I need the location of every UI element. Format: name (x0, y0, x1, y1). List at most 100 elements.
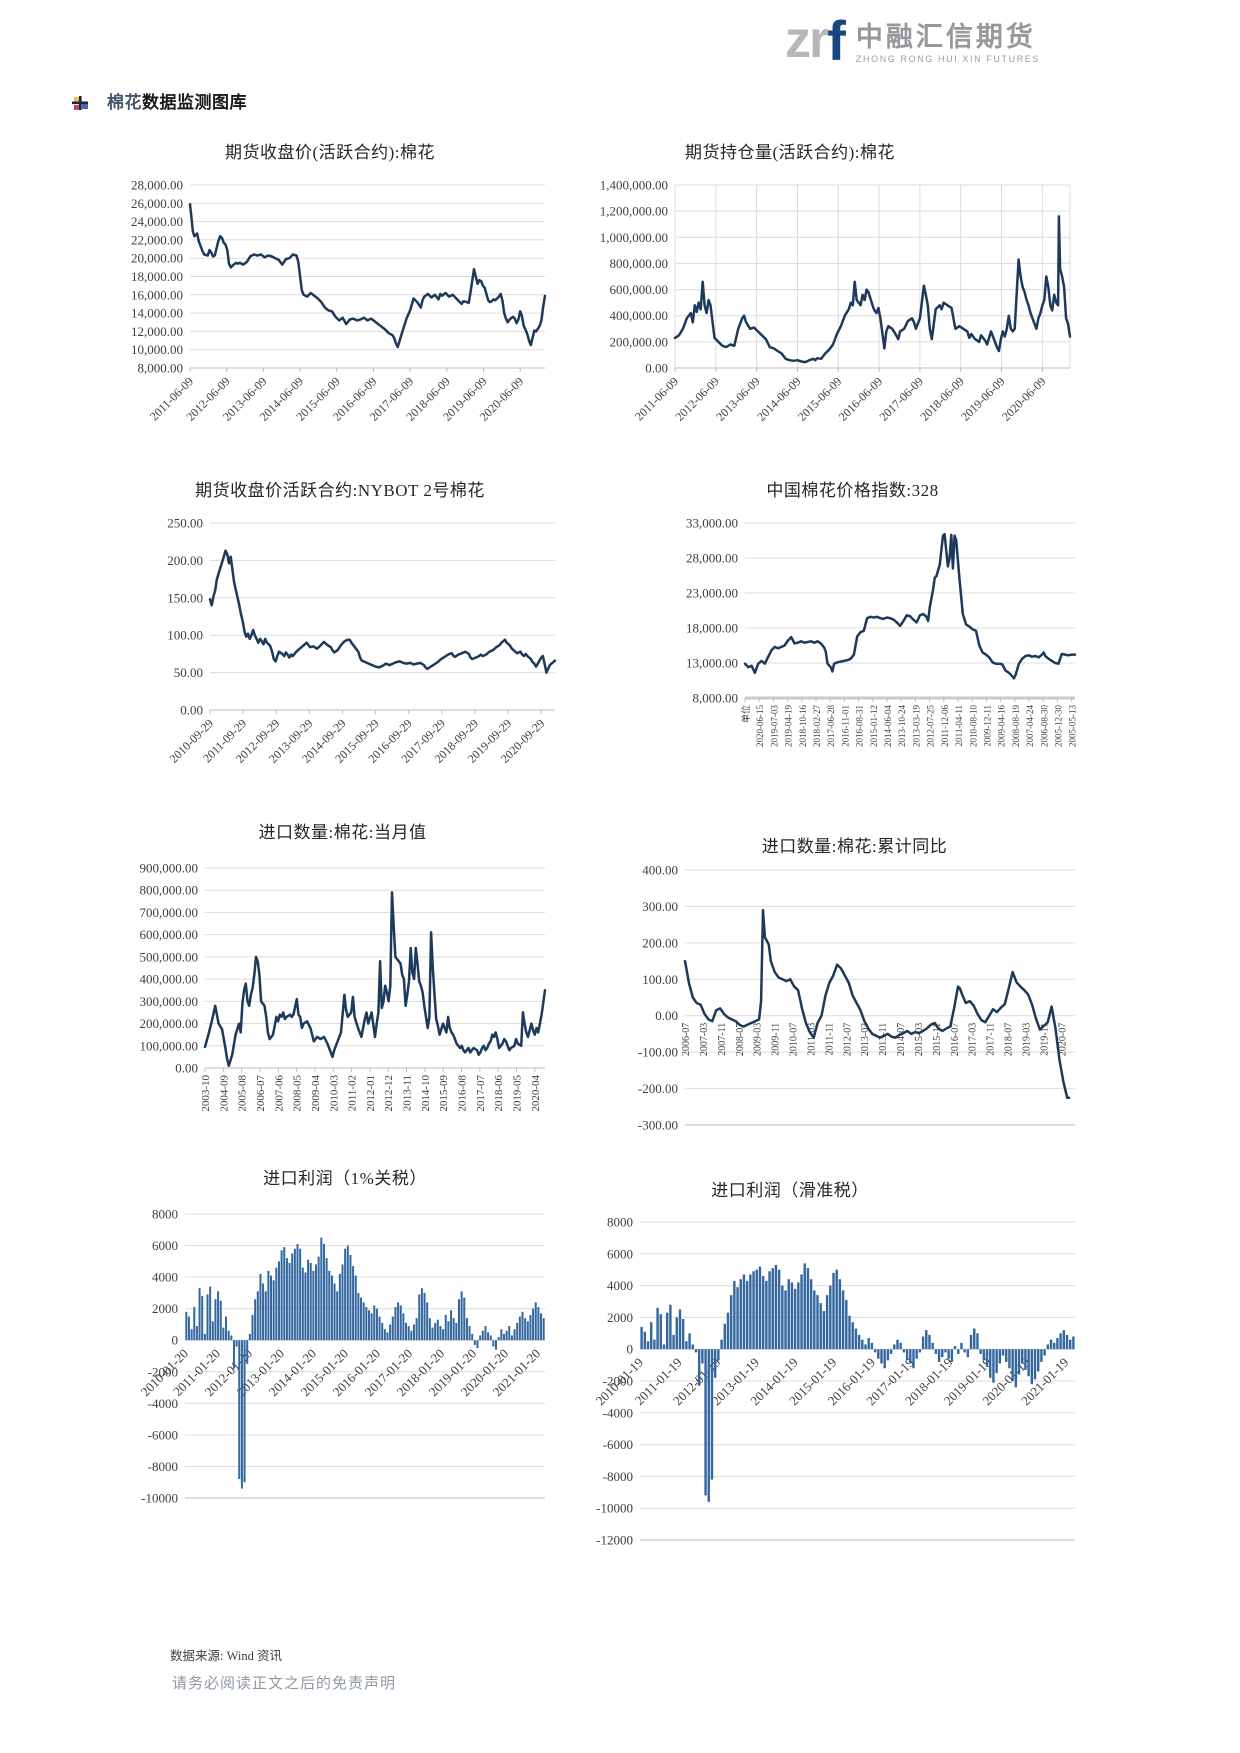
chart-title: 进口利润（1%关税） (263, 1169, 427, 1188)
svg-text:0.00: 0.00 (175, 1061, 198, 1076)
svg-text:200.00: 200.00 (167, 553, 203, 568)
chart-title: 中国棉花价格指数:328 (766, 481, 939, 500)
chart-canvas: 400.00 300.00 200.00 100.00 0.00 -100.00 -200.… (638, 863, 1075, 1133)
svg-text:2004-09: 2004-09 (218, 1075, 230, 1112)
svg-text:2014-10: 2014-10 (420, 1075, 432, 1112)
svg-text:2013-11: 2013-11 (402, 1075, 414, 1111)
svg-text:6000: 6000 (152, 1238, 178, 1253)
svg-text:-8000: -8000 (148, 1459, 178, 1474)
svg-text:2018-07: 2018-07 (1004, 1023, 1015, 1056)
svg-text:2012-07: 2012-07 (842, 1023, 853, 1056)
svg-text:2015-03: 2015-03 (914, 1023, 925, 1056)
svg-text:0: 0 (172, 1333, 179, 1348)
page-title: 棉花数据监测图库 (107, 88, 247, 113)
svg-text:0.00: 0.00 (180, 703, 203, 718)
svg-text:2006-07: 2006-07 (255, 1075, 267, 1112)
svg-text:2020-07: 2020-07 (1057, 1023, 1068, 1056)
svg-text:100.00: 100.00 (642, 972, 678, 987)
svg-text:2015-01-12: 2015-01-12 (869, 705, 879, 747)
svg-text:2000: 2000 (607, 1310, 633, 1325)
svg-text:700,000.00: 700,000.00 (140, 905, 199, 920)
svg-text:2008-07: 2008-07 (735, 1023, 746, 1056)
chart-title: 期货收盘价活跃合约:NYBOT 2号棉花 (195, 481, 485, 500)
svg-text:2013-03: 2013-03 (860, 1023, 871, 1056)
svg-text:4000: 4000 (152, 1270, 178, 1285)
section-bullet-icon (72, 96, 88, 110)
chart-canvas: 250.00200.00150.00100.0050.000.002010-09… (167, 516, 557, 766)
svg-text:2011-12-06: 2011-12-06 (940, 705, 950, 747)
svg-text:20,000.00: 20,000.00 (131, 251, 183, 266)
svg-text:2016-11-01: 2016-11-01 (840, 705, 850, 747)
svg-text:1,400,000.00: 1,400,000.00 (600, 178, 668, 193)
svg-text:-12000: -12000 (596, 1533, 633, 1548)
chart-china-cotton-price-index-328: 中国棉花价格指数:328 33,000.00 28,000.00 23,000.00… (640, 478, 1080, 798)
svg-text:1,000,000.00: 1,000,000.00 (600, 230, 668, 245)
svg-text:2005-08: 2005-08 (237, 1075, 249, 1112)
svg-text:28,000.00: 28,000.00 (686, 551, 738, 566)
svg-text:-6000: -6000 (148, 1427, 178, 1442)
svg-text:2007-06: 2007-06 (273, 1075, 285, 1112)
svg-text:2010-08-10: 2010-08-10 (968, 705, 978, 747)
svg-text:2013-11: 2013-11 (878, 1023, 889, 1056)
chart-title: 进口数量:棉花:当月值 (258, 823, 427, 842)
svg-text:2009-12-11: 2009-12-11 (982, 705, 992, 747)
chart-canvas: 900,000.00 800,000.00 700,000.00 600,000.00… (140, 861, 547, 1112)
svg-text:500,000.00: 500,000.00 (140, 949, 199, 964)
svg-text:0.00: 0.00 (645, 361, 668, 376)
svg-text:-300.00: -300.00 (638, 1118, 678, 1133)
svg-text:2016-08-31: 2016-08-31 (855, 705, 865, 747)
svg-text:14,000.00: 14,000.00 (131, 306, 183, 321)
svg-text:200,000.00: 200,000.00 (140, 1016, 199, 1031)
svg-text:2008-05: 2008-05 (292, 1075, 304, 1112)
svg-text:2012-07-25: 2012-07-25 (926, 705, 936, 747)
svg-text:16,000.00: 16,000.00 (131, 287, 183, 302)
svg-text:100.00: 100.00 (167, 628, 203, 643)
svg-text:2007-11: 2007-11 (717, 1023, 728, 1056)
svg-text:2013-03-19: 2013-03-19 (911, 705, 921, 747)
disclaimer: 请务必阅读正文之后的免责声明 (172, 1676, 397, 1692)
logo-wordmark: 中融汇信期货 ZHONG RONG HUI XIN FUTURES (856, 12, 1040, 64)
svg-text:2019-11: 2019-11 (1039, 1023, 1050, 1056)
logo-company-name-en: ZHONG RONG HUI XIN FUTURES (855, 54, 1041, 64)
svg-text:400.00: 400.00 (642, 863, 678, 878)
chart-futures-close-price-cotton: 期货收盘价(活跃合约):棉花 28,000.00 26,000.00 24,000.… (125, 140, 547, 445)
svg-text:400,000.00: 400,000.00 (610, 308, 669, 323)
svg-text:2016-07: 2016-07 (950, 1023, 961, 1056)
svg-text:300,000.00: 300,000.00 (140, 994, 199, 1009)
svg-text:2018-06: 2018-06 (493, 1075, 505, 1112)
svg-text:900,000.00: 900,000.00 (140, 861, 199, 876)
svg-text:2015-11: 2015-11 (932, 1023, 943, 1056)
svg-text:300.00: 300.00 (642, 899, 678, 914)
svg-text:2016-08: 2016-08 (457, 1075, 469, 1112)
chart-title: 进口利润（滑准税） (711, 1181, 869, 1200)
company-logo: zr f 中融汇信期货 ZHONG RONG HUI XIN FUTURES (785, 12, 1040, 70)
svg-text:-4000: -4000 (603, 1405, 633, 1420)
data-source: 数据来源: Wind 资讯 (170, 1649, 282, 1663)
chart-title: 期货持仓量(活跃合约):棉花 (684, 143, 896, 162)
svg-text:2010-07: 2010-07 (789, 1023, 800, 1056)
svg-text:2007-03: 2007-03 (699, 1023, 710, 1056)
logo-zr-text: zr (785, 11, 829, 69)
svg-text:8000: 8000 (152, 1207, 178, 1222)
svg-text:0.00: 0.00 (655, 1008, 678, 1023)
svg-text:150.00: 150.00 (167, 590, 203, 605)
svg-text:28,000.00: 28,000.00 (131, 178, 183, 193)
svg-text:2019-04-19: 2019-04-19 (784, 705, 794, 747)
chart-title: 进口数量:棉花:累计同比 (761, 837, 948, 856)
svg-text:8,000.00: 8,000.00 (693, 691, 739, 706)
svg-text:2020-06-15: 2020-06-15 (755, 705, 765, 747)
svg-text:8000: 8000 (607, 1215, 633, 1230)
svg-text:2000: 2000 (152, 1301, 178, 1316)
svg-text:50.00: 50.00 (174, 665, 203, 680)
svg-text:12,000.00: 12,000.00 (131, 324, 183, 339)
svg-text:-2000: -2000 (148, 1364, 178, 1379)
svg-text:200.00: 200.00 (642, 935, 678, 950)
chart-nybot-cotton-no2: 期货收盘价活跃合约:NYBOT 2号棉花 250.00 200.00 150.00 1… (135, 478, 560, 798)
svg-text:2011-11: 2011-11 (824, 1023, 835, 1056)
svg-text:100,000.00: 100,000.00 (140, 1038, 199, 1053)
svg-text:2009-04-16: 2009-04-16 (997, 705, 1007, 747)
svg-text:2006-07: 2006-07 (681, 1023, 692, 1056)
svg-text:2017-03: 2017-03 (968, 1023, 979, 1056)
svg-text:2010-03: 2010-03 (328, 1075, 340, 1112)
svg-text:-200.00: -200.00 (638, 1081, 678, 1096)
